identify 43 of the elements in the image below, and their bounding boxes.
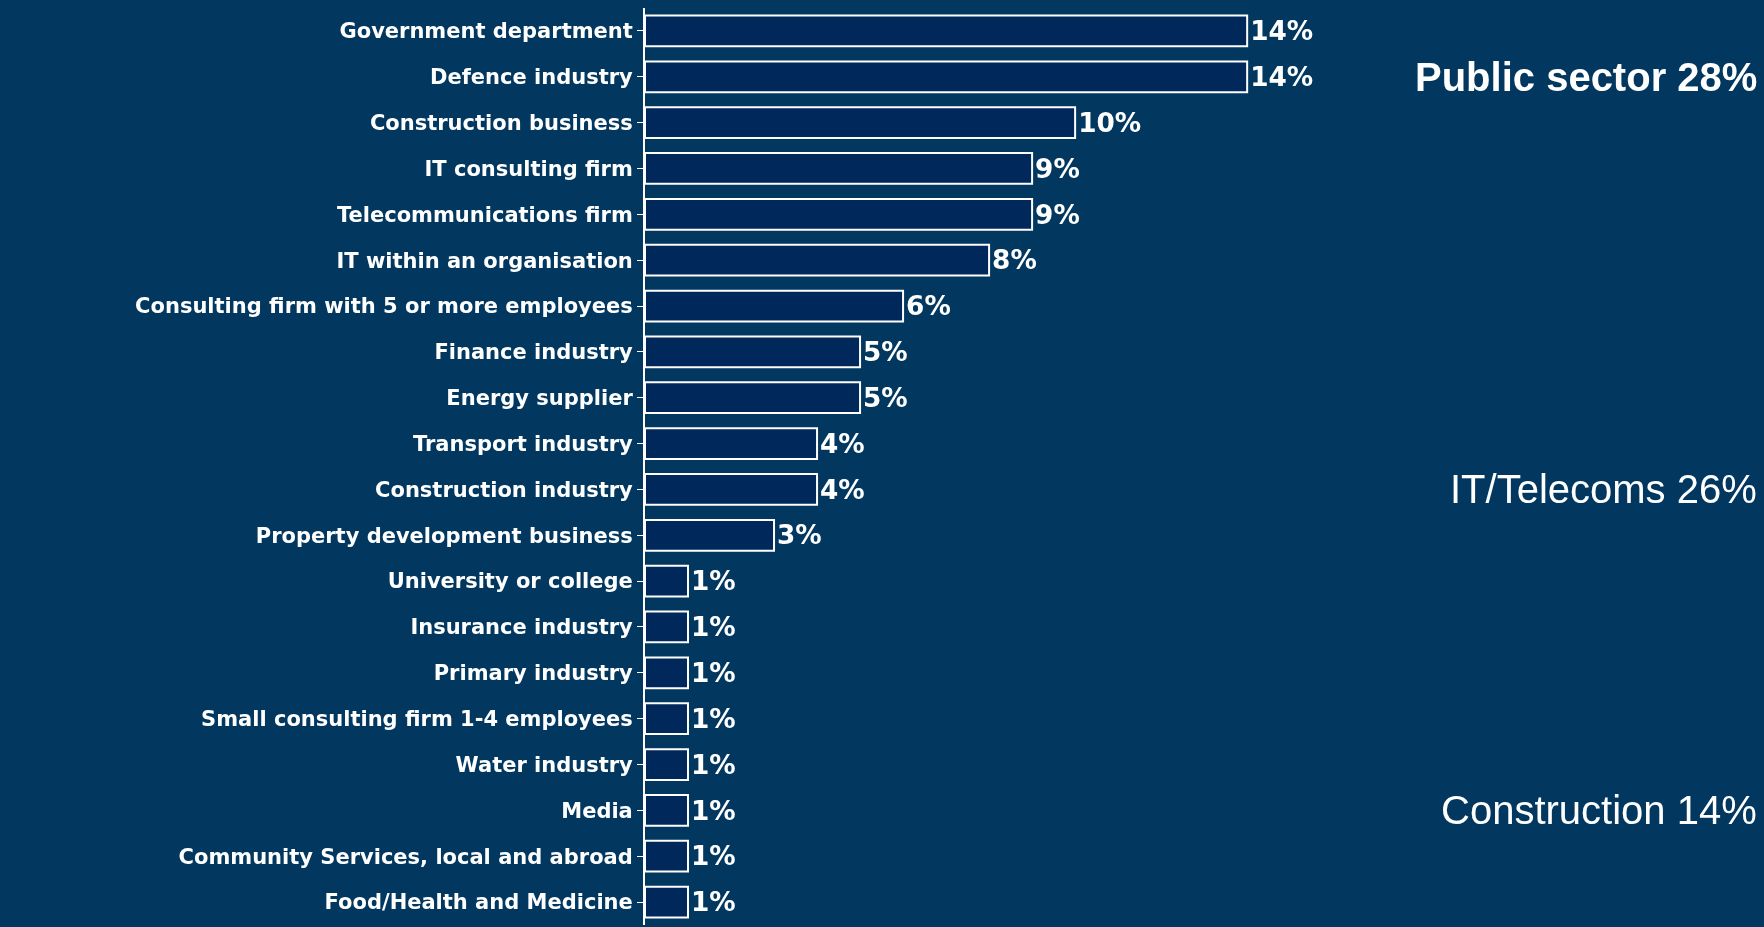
text: Public sector 28%	[1415, 55, 1758, 99]
data-label: 9%	[1035, 199, 1080, 230]
data-label: 4%	[820, 428, 865, 459]
text: Construction 14%	[1441, 788, 1757, 832]
y-tick-label: Primary industry	[433, 661, 634, 686]
y-tick-label: Defence industry	[430, 65, 634, 90]
data-label: 14%	[1250, 61, 1314, 92]
y-tick-label: Consulting firm with 5 or more employees	[135, 294, 633, 319]
y-tick-label: Small consulting firm 1-4 employees	[201, 707, 633, 732]
y-tick-label: Community Services, local and abroad	[178, 844, 633, 869]
data-label: 4%	[820, 474, 865, 505]
y-tick-label: Food/Health and Medicine	[324, 890, 633, 915]
y-tick-label: Transport industry	[412, 431, 634, 456]
y-tick-label: Finance industry	[434, 340, 634, 365]
y-tick-label: IT consulting firm	[424, 156, 633, 181]
data-label: 5%	[863, 382, 908, 413]
data-label: 10%	[1078, 107, 1142, 138]
y-tick-label: Government department	[339, 19, 633, 44]
data-label: 5%	[863, 337, 908, 368]
y-tick-label: University or college	[387, 569, 633, 594]
y-tick-label: Construction business	[369, 110, 633, 135]
y-tick-label: Energy supplier	[446, 386, 634, 411]
y-tick-label: Water industry	[455, 752, 634, 777]
data-label: 1%	[691, 703, 736, 734]
data-label: 8%	[992, 245, 1037, 276]
y-tick-label: IT within an organisation	[336, 248, 633, 273]
data-label: 9%	[1035, 153, 1080, 184]
y-tick-label: Media	[561, 798, 633, 823]
y-tick-label: Construction industry	[375, 477, 634, 502]
data-label: 1%	[691, 841, 736, 872]
data-label: 1%	[691, 612, 736, 643]
data-label: 14%	[1250, 16, 1314, 47]
y-tick-label: Property development business	[255, 523, 633, 548]
data-label: 6%	[906, 291, 951, 322]
data-label: 1%	[691, 887, 736, 918]
data-label: 1%	[691, 566, 736, 597]
y-tick-label: Insurance industry	[410, 615, 634, 640]
data-label: 1%	[691, 658, 736, 689]
text: IT/Telecoms 26%	[1450, 467, 1757, 511]
data-label: 1%	[691, 749, 736, 780]
data-label: 3%	[777, 520, 822, 551]
data-label: 1%	[691, 795, 736, 826]
y-tick-label: Telecommunications firm	[336, 202, 633, 227]
